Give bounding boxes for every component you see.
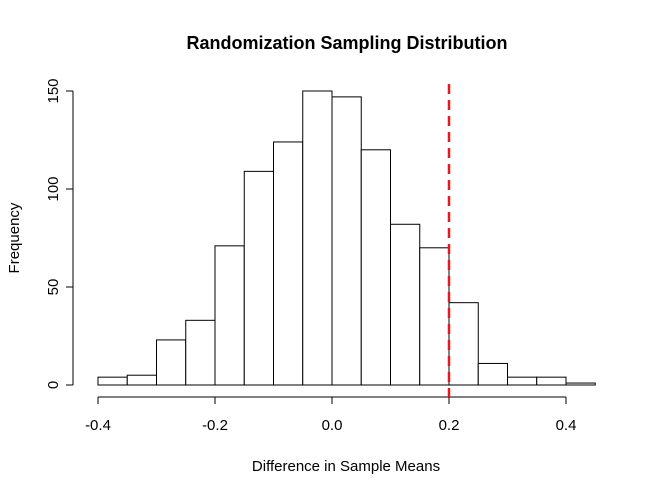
histogram-bar — [536, 376, 567, 386]
histogram-bar — [331, 96, 362, 386]
histogram-bar — [214, 245, 245, 386]
chart-title: Randomization Sampling Distribution — [187, 33, 508, 53]
y-tick-label: 150 — [45, 78, 62, 103]
histogram-bar — [360, 149, 391, 386]
histogram-bar — [97, 376, 128, 386]
x-axis: -0.4 -0.2 0.0 0.2 0.4 — [85, 396, 577, 434]
histogram-bar — [477, 362, 508, 386]
x-tick-label: 0.2 — [439, 417, 460, 434]
y-tick-label: 0 — [45, 381, 62, 389]
histogram-bar — [565, 382, 596, 386]
y-axis: 0 50 100 150 — [45, 78, 74, 389]
x-tick-label: -0.2 — [202, 417, 228, 434]
x-tick-label: -0.4 — [85, 417, 111, 434]
y-tick-label: 100 — [45, 176, 62, 201]
histogram-bar — [273, 141, 304, 386]
y-axis-label: Frequency — [6, 202, 23, 273]
histogram-bar — [156, 339, 187, 386]
histogram-bars — [97, 90, 596, 386]
histogram-bar — [507, 376, 538, 386]
histogram-bar — [243, 170, 274, 386]
y-tick-label: 50 — [45, 279, 62, 296]
histogram-bar — [302, 90, 333, 386]
x-axis-label: Difference in Sample Means — [252, 458, 440, 475]
x-tick-label: 0.4 — [556, 417, 577, 434]
histogram-bar — [419, 247, 450, 386]
histogram-bar — [448, 302, 479, 386]
histogram-bar — [185, 319, 216, 386]
x-tick-label: 0.0 — [322, 417, 343, 434]
histogram-bar — [390, 223, 421, 386]
histogram-bar — [126, 374, 157, 386]
